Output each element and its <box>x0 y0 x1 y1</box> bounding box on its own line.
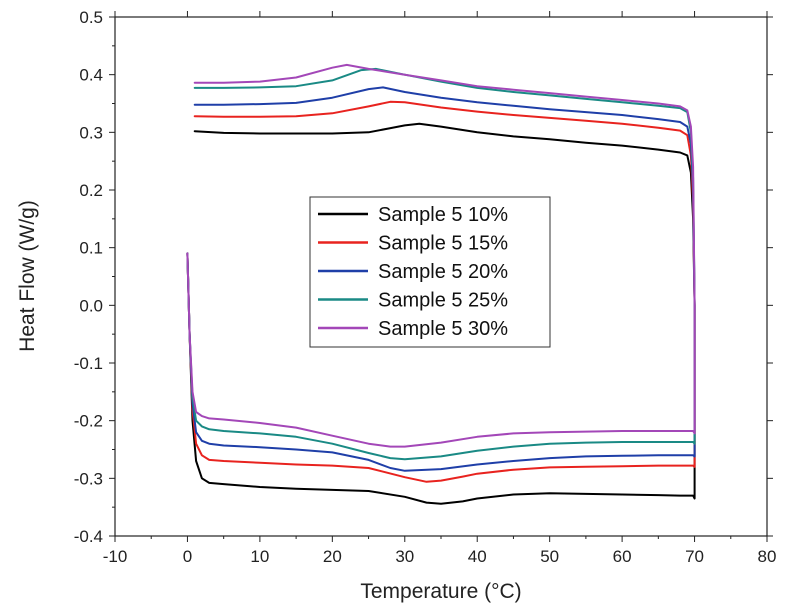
series-line-3 <box>186 86 696 472</box>
legend-label-3: Sample 5 20% <box>378 261 508 283</box>
series-lines <box>186 63 696 505</box>
x-tick-label: 50 <box>540 547 559 566</box>
x-tick-label: -10 <box>103 547 128 566</box>
y-tick-label: -0.4 <box>74 527 103 546</box>
x-tick-label: 60 <box>613 547 632 566</box>
y-tick-label: -0.1 <box>74 354 103 373</box>
x-tick-label: 10 <box>250 547 269 566</box>
y-tick-label: 0.4 <box>79 66 103 85</box>
y-tick-label: 0.1 <box>79 239 103 258</box>
y-tick-label: -0.2 <box>74 412 103 431</box>
series-line-2 <box>186 100 696 483</box>
x-tick-label: 30 <box>395 547 414 566</box>
y-axis-ticks: -0.4 -0.3 -0.2 -0.1 0.0 0.1 0.2 0.3 0.4 0.5 <box>74 8 773 546</box>
series-line-1 <box>186 122 696 505</box>
legend-label-4: Sample 5 25% <box>378 290 508 312</box>
legend-label-1: Sample 5 10% <box>378 204 508 226</box>
legend-label-5: Sample 5 30% <box>378 318 508 340</box>
y-tick-label: 0.2 <box>79 181 103 200</box>
y-tick-label: -0.3 <box>74 469 103 488</box>
x-tick-label: 80 <box>758 547 777 566</box>
y-tick-label: 0.5 <box>79 8 103 27</box>
x-tick-label: 20 <box>323 547 342 566</box>
y-axis-title: Heat Flow (W/g) <box>16 200 39 352</box>
x-axis-title: Temperature (°C) <box>360 580 521 603</box>
x-tick-label: 40 <box>468 547 487 566</box>
x-axis-ticks: -10 0 10 20 30 40 50 60 70 80 <box>103 11 777 566</box>
y-tick-label: 0.0 <box>79 296 103 315</box>
legend-entries: Sample 5 10% Sample 5 15% Sample 5 20% Samp… <box>318 204 508 340</box>
legend: Sample 5 10% Sample 5 15% Sample 5 20% Samp… <box>309 196 551 348</box>
series-line-5 <box>186 63 696 448</box>
y-tick-label: 0.3 <box>79 123 103 142</box>
x-tick-label: 70 <box>685 547 704 566</box>
x-tick-label: 0 <box>183 547 192 566</box>
legend-label-2: Sample 5 15% <box>378 233 508 255</box>
